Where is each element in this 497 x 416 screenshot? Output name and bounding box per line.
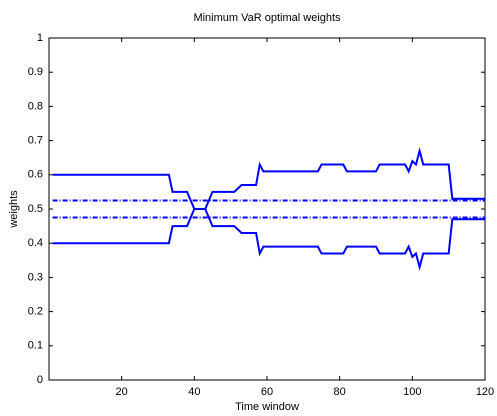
y-tick-label: 0.9 <box>28 66 43 78</box>
y-tick-label: 0.3 <box>28 271 43 283</box>
x-tick-label: 60 <box>261 386 273 398</box>
x-tick-label: 80 <box>334 386 346 398</box>
y-tick-label: 0.1 <box>28 340 43 352</box>
y-tick-label: 0.6 <box>28 169 43 181</box>
y-axis-label: weights <box>8 190 20 229</box>
y-tick-label: 0.5 <box>28 203 43 215</box>
x-tick-label: 120 <box>476 386 494 398</box>
x-tick-label: 100 <box>403 386 421 398</box>
x-tick-label: 40 <box>188 386 200 398</box>
y-tick-label: 0 <box>37 374 43 386</box>
x-axis-label: Time window <box>235 401 299 413</box>
y-tick-label: 0.4 <box>28 237 43 249</box>
y-tick-label: 1 <box>37 32 43 44</box>
plot-area <box>48 37 486 381</box>
x-tick-label: 20 <box>116 386 128 398</box>
y-tick-label: 0.8 <box>28 100 43 112</box>
chart-title: Minimum VaR optimal weights <box>193 12 341 24</box>
y-tick-label: 0.2 <box>28 306 43 318</box>
y-tick-label: 0.7 <box>28 135 43 147</box>
series-line <box>52 208 485 272</box>
